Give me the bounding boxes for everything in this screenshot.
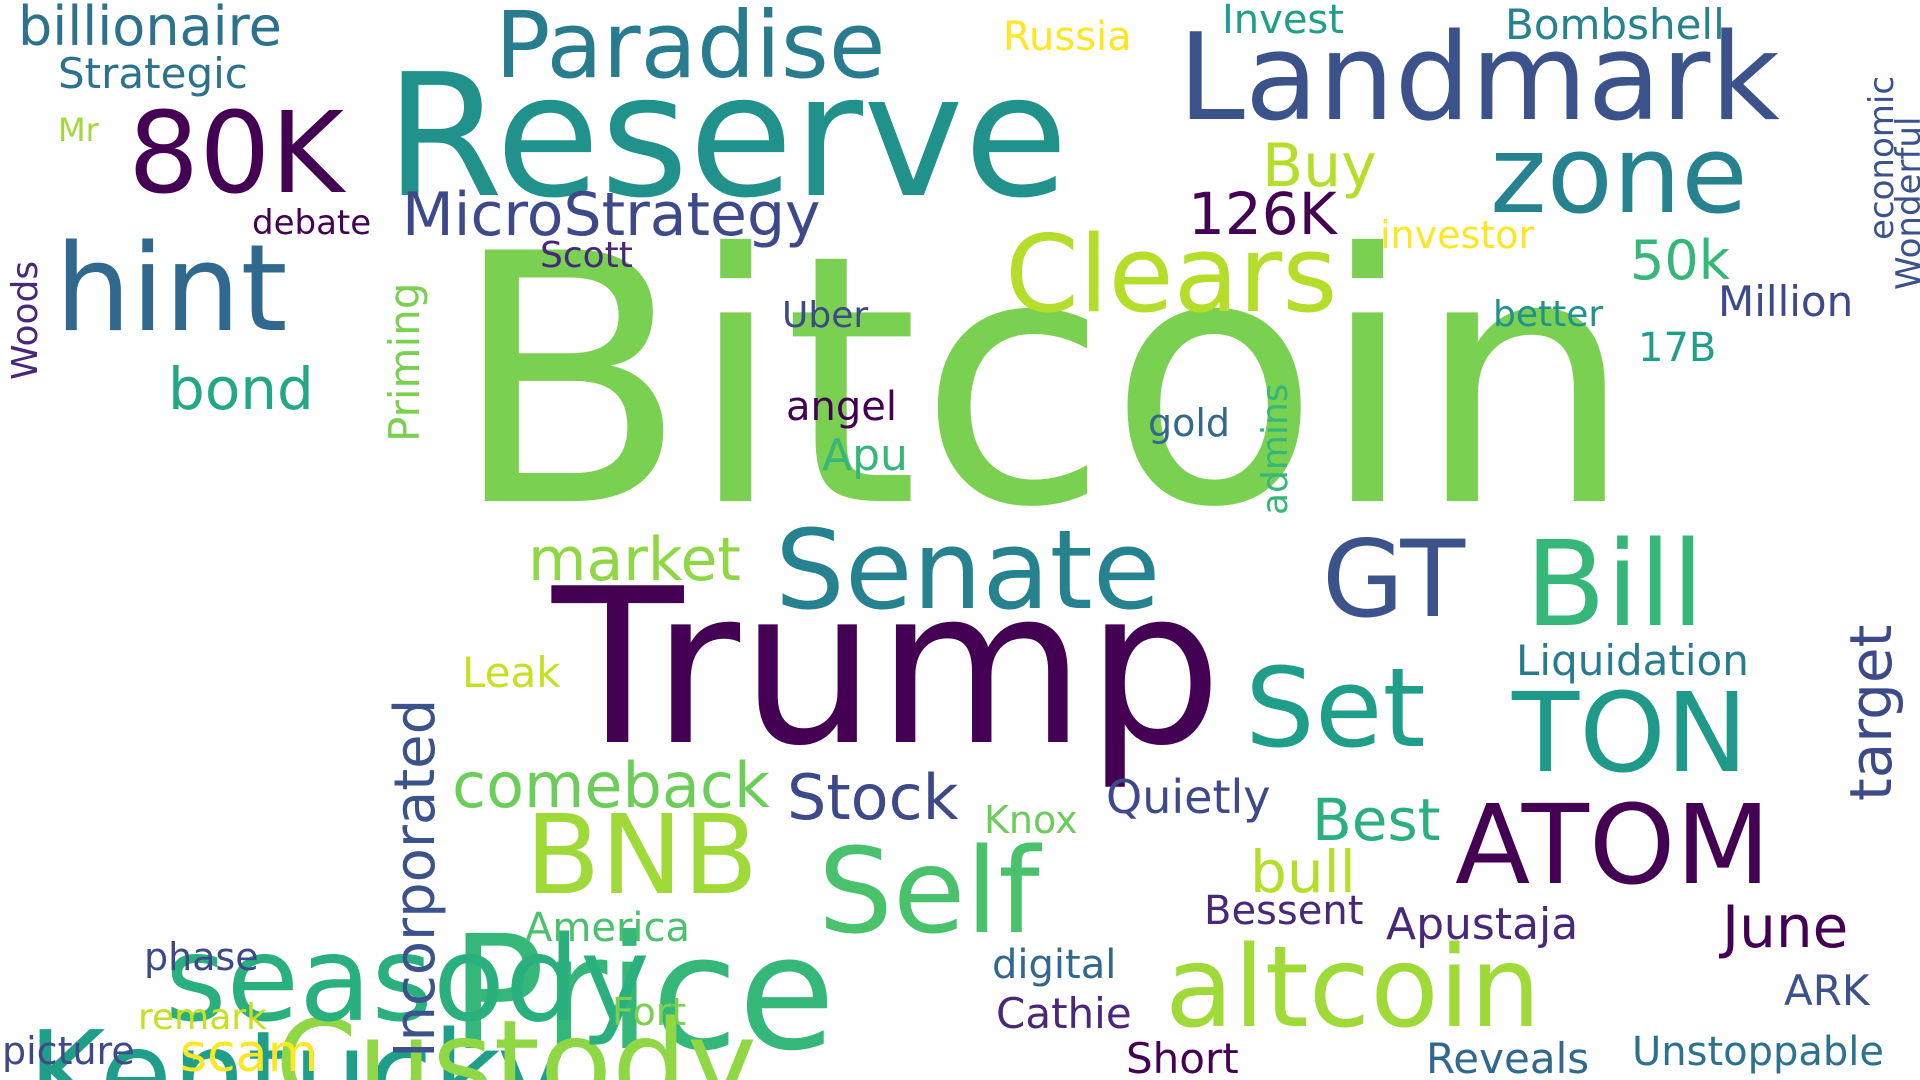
word-bombshell: Bombshell <box>1505 0 1725 49</box>
word-invest: Invest <box>1222 0 1344 43</box>
word-reveals: Reveals <box>1426 1034 1590 1080</box>
word-wonderful: Wonderful <box>1889 116 1920 290</box>
word-50k: 50k <box>1630 229 1730 292</box>
word-unstoppable: Unstoppable <box>1632 1029 1885 1075</box>
word-bessent: Bessent <box>1204 888 1364 934</box>
word-comeback: comeback <box>452 749 770 822</box>
word-picture: picture <box>2 1029 135 1073</box>
word-80k: 80K <box>128 89 344 219</box>
word-atom: ATOM <box>1455 781 1771 909</box>
word-trump: Trump <box>552 542 1223 793</box>
word-short: Short <box>1126 1034 1239 1080</box>
word-zone: zone <box>1490 113 1748 238</box>
word-knox: Knox <box>984 798 1078 842</box>
word-scott: Scott <box>540 235 633 276</box>
word-bull: bull <box>1250 838 1356 906</box>
word-million: Million <box>1718 277 1854 326</box>
word-stock: Stock <box>787 761 959 834</box>
word-mr: Mr <box>58 111 99 149</box>
word-hint: hint <box>55 220 288 359</box>
word-ark: ARK <box>1784 966 1870 1015</box>
word-self: Self <box>818 822 1040 960</box>
word-america: America <box>525 905 690 951</box>
word-clears: Clears <box>1005 213 1338 336</box>
word-digital: digital <box>992 942 1117 988</box>
word-uber: Uber <box>782 295 869 336</box>
word-bond: bond <box>168 355 314 423</box>
word-strategic: Strategic <box>58 49 248 98</box>
word-gold: gold <box>1148 401 1231 445</box>
word-apu: Apu <box>822 430 908 481</box>
word-buy: Buy <box>1262 131 1377 201</box>
word-angel: angel <box>786 384 897 430</box>
word-liquidation: Liquidation <box>1516 636 1749 685</box>
word-altcoin: altcoin <box>1165 923 1541 1053</box>
word-custody: Custody <box>275 994 757 1080</box>
word-fort: Fort <box>612 990 687 1034</box>
word-cathie: Cathie <box>996 989 1132 1038</box>
word-kentucky: Kentucky <box>28 1005 567 1080</box>
word-landmark: Landmark <box>1178 9 1780 148</box>
word-ton: TON <box>1512 669 1749 797</box>
word-best: Best <box>1312 786 1441 854</box>
word-paradise: Paradise <box>495 0 886 99</box>
word-price: Price <box>450 902 836 1080</box>
word-admins: admins <box>1255 383 1296 515</box>
word-investor: investor <box>1380 213 1535 257</box>
word-remark: remark <box>138 997 267 1038</box>
word-reserve: Reserve <box>385 38 1069 236</box>
word-leak: Leak <box>462 648 561 697</box>
word-better: better <box>1493 294 1604 335</box>
word-set: Set <box>1245 644 1426 772</box>
word-russia: Russia <box>1003 14 1132 60</box>
word-debate: debate <box>252 203 372 243</box>
word-target: target <box>1837 624 1905 801</box>
word-woods: Woods <box>5 260 46 380</box>
word-market: market <box>528 525 741 595</box>
word-bitcoin: Bitcoin <box>451 182 1635 583</box>
word-incorporated: Incorporated <box>383 698 448 1058</box>
word-senate: Senate <box>775 506 1161 634</box>
word-bnb: BNB <box>525 791 759 919</box>
word-gt: GT <box>1322 518 1466 641</box>
word-17b: 17B <box>1638 325 1717 371</box>
word-phase: phase <box>144 935 259 979</box>
word-seasody: seasody <box>165 910 650 1048</box>
word-billionaire: billionaire <box>18 0 282 58</box>
word-apustaja: Apustaja <box>1386 899 1579 950</box>
word-microstrategy: MicroStrategy <box>402 180 821 250</box>
word-june: June <box>1722 893 1849 961</box>
word-quietly: Quietly <box>1106 770 1271 824</box>
word-bill: Bill <box>1525 515 1705 653</box>
word-126k: 126K <box>1188 180 1337 248</box>
word-priming: Priming <box>380 282 429 442</box>
word-scam: scam <box>180 1024 319 1080</box>
